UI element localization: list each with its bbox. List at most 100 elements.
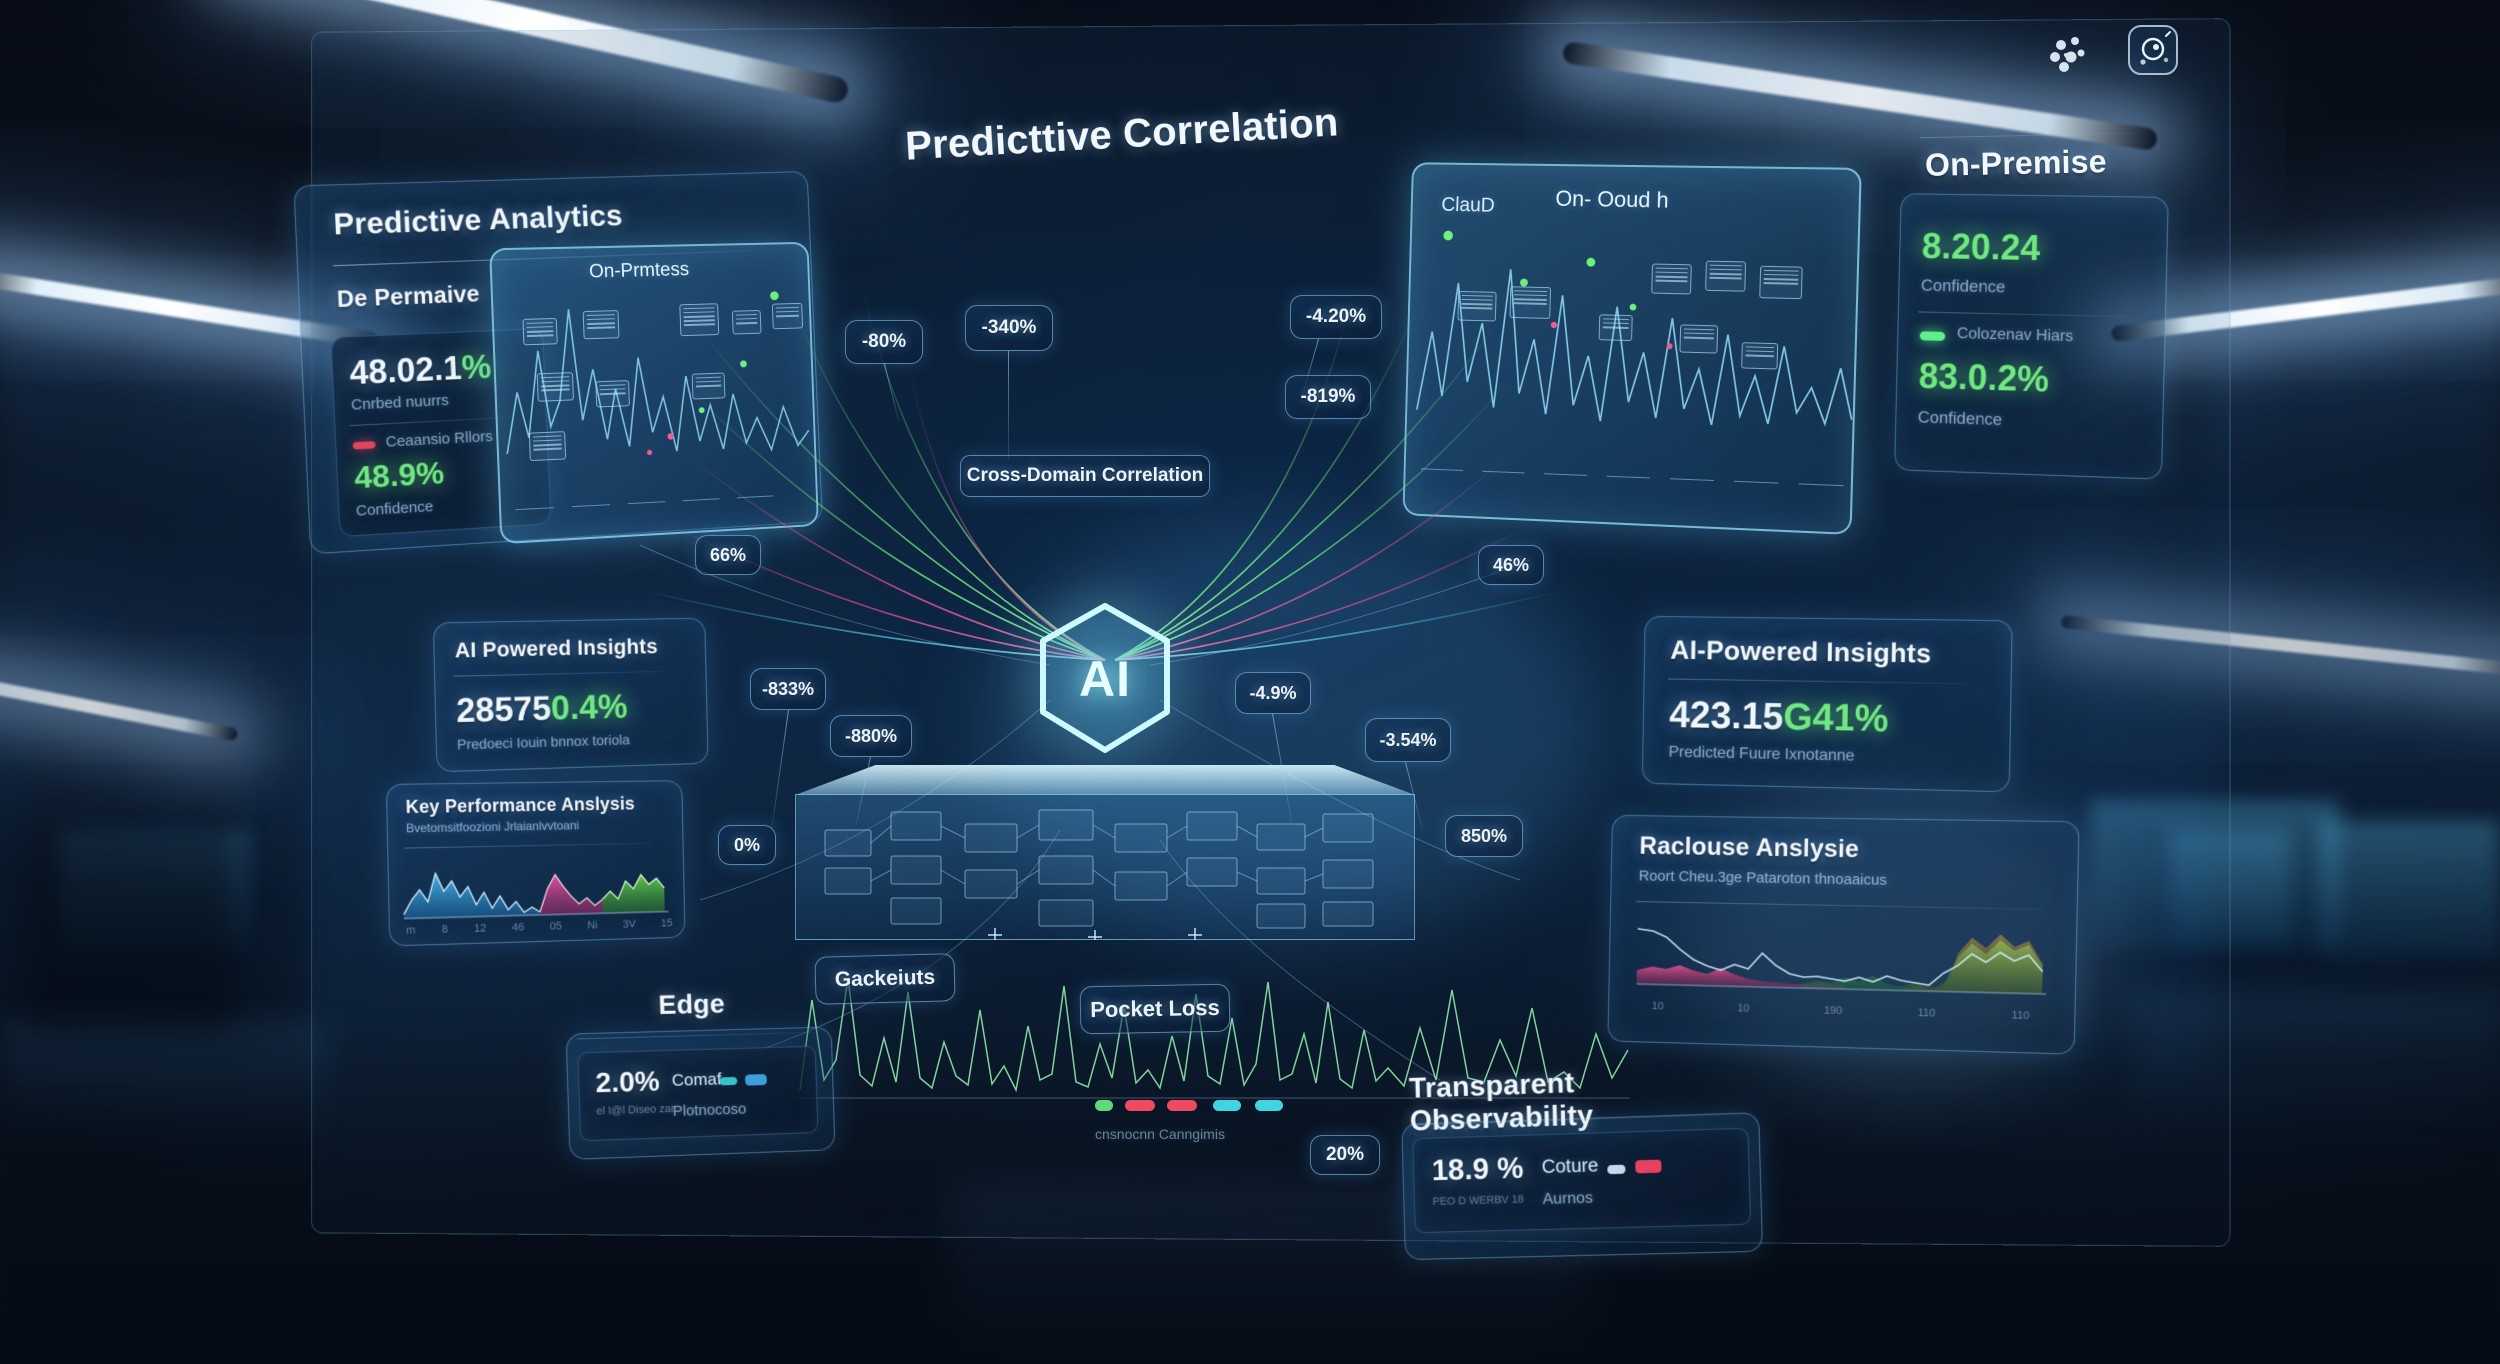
doc-node bbox=[1598, 314, 1633, 342]
on-premise-metric-2: 83.0.2% bbox=[1918, 355, 2050, 400]
pill-pct-11[interactable]: 850% bbox=[1445, 815, 1523, 857]
edge-col2: Plotnocoso bbox=[672, 1100, 747, 1120]
ai-insights-left-divider bbox=[453, 670, 662, 677]
ai-core-label: AI bbox=[1079, 651, 1131, 707]
cube-node-graph bbox=[824, 809, 1374, 940]
root-cause-subtitle: Roort Cheu.3ge Pataroton thnoaaicus bbox=[1638, 867, 1888, 889]
pill-pct-4[interactable]: 66% bbox=[695, 535, 761, 575]
metric-divider bbox=[349, 416, 513, 427]
pill-pct-8[interactable]: -4.9% bbox=[1235, 672, 1311, 714]
bg-chair bbox=[25, 700, 235, 1030]
observability-swatch-1 bbox=[1607, 1164, 1626, 1175]
pill-text: 66% bbox=[709, 544, 747, 565]
panel-ai-insights-right: AI-Powered Insights 423.15G41% Predicted… bbox=[1641, 615, 2013, 793]
pill-text: -819% bbox=[1300, 386, 1356, 407]
node-cluster-icon[interactable] bbox=[2045, 33, 2093, 77]
edge-inner-card: 2.0% el I@l Diseo zar Comaf Plotnocoso bbox=[577, 1045, 819, 1142]
label-gackeiuts[interactable]: Gackeiuts bbox=[814, 953, 956, 1005]
sparkline-legend: cnsnocnn Canngimis bbox=[1095, 1098, 1325, 1142]
transparent-observability-col2: Aurnos bbox=[1542, 1189, 1594, 1209]
edge-divider bbox=[576, 1031, 820, 1040]
label-pocket-loss[interactable]: Pocket Loss bbox=[1079, 983, 1231, 1035]
pill-pct-10[interactable]: 0% bbox=[718, 825, 776, 865]
tick: 15 bbox=[660, 917, 673, 930]
pill-text: -3.54% bbox=[1379, 729, 1437, 750]
doc-node bbox=[595, 380, 631, 408]
on-premise-label-1: Confidence bbox=[1920, 275, 2006, 297]
pill-pct-7[interactable]: -880% bbox=[830, 715, 912, 757]
cube-top-face bbox=[795, 765, 1415, 795]
panel-key-performance: Key Performance Anslysis Bvetomsitfoozio… bbox=[385, 780, 686, 947]
doc-node bbox=[731, 309, 762, 335]
legend-dot bbox=[1167, 1100, 1197, 1111]
predictive-analytics-section-label: De Permaive bbox=[336, 280, 481, 313]
bg-monitor-3 bbox=[2170, 830, 2290, 950]
transparent-observability-inner-card: 18.9 % PEO D WERBV 18 Coture Aurnos bbox=[1412, 1127, 1752, 1234]
pill-text: -880% bbox=[844, 725, 898, 746]
metric-value-2: 48.9% bbox=[353, 454, 445, 496]
on-premise-label-2: Confidence bbox=[1917, 407, 2003, 430]
bg-wall-right bbox=[2210, 280, 2500, 1080]
panel-on-premise: 8.20.24 Confidence Colozenav Hiars 83.0.… bbox=[1894, 193, 2169, 480]
pill-text: 0% bbox=[733, 834, 760, 855]
panel-edge: Edge 2.0% el I@l Diseo zar Comaf Plotnoc… bbox=[565, 988, 836, 1160]
doc-node bbox=[582, 310, 620, 340]
legend-dot bbox=[1255, 1100, 1283, 1111]
doc-node bbox=[1651, 263, 1692, 295]
legend-dot bbox=[1095, 1100, 1113, 1111]
on-premise-legend-swatch bbox=[1919, 331, 1946, 341]
settings-square-icon[interactable] bbox=[2125, 22, 2181, 78]
bg-monitor-1 bbox=[2090, 800, 2340, 950]
pill-pct-3[interactable]: -819% bbox=[1285, 375, 1371, 419]
edge-title: Edge bbox=[657, 988, 726, 1021]
on-premise-title: On-Premise bbox=[1924, 143, 2107, 183]
hexagon-icon bbox=[1040, 603, 1170, 753]
pill-pct-12[interactable]: 20% bbox=[1310, 1135, 1380, 1175]
ai-insights-right-label: Predicted Fuure Ixnotanne bbox=[1668, 743, 1855, 765]
transparent-observability-title: Transparent Observability bbox=[1408, 1067, 1594, 1138]
doc-node bbox=[536, 372, 574, 402]
metric-value-1: 48.02.1% bbox=[348, 347, 492, 392]
pill-pct-5[interactable]: 46% bbox=[1478, 545, 1544, 585]
pill-text: -833% bbox=[761, 678, 815, 699]
pill-text: -80% bbox=[861, 331, 907, 352]
pill-pct-9[interactable]: -3.54% bbox=[1365, 718, 1451, 762]
pill-pct-1[interactable]: -340% bbox=[965, 305, 1053, 351]
tick: 05 bbox=[549, 920, 563, 933]
legend-dot bbox=[1125, 1100, 1155, 1111]
tick: 10 bbox=[1651, 1000, 1664, 1013]
pill-pct-0[interactable]: -80% bbox=[845, 320, 923, 364]
on-premise-metric-1: 8.20.24 bbox=[1921, 225, 2041, 269]
transparent-observability-col1: Coture bbox=[1541, 1155, 1599, 1179]
tick: 8 bbox=[441, 923, 449, 936]
bg-monitor-2 bbox=[2320, 820, 2500, 960]
metric-legend-label: Ceaansio Rllors bbox=[385, 427, 494, 451]
key-performance-title: Key Performance Anslysis bbox=[405, 793, 636, 818]
key-performance-chart bbox=[388, 846, 686, 931]
tick: 10 bbox=[1737, 1002, 1750, 1015]
pill-pct-2[interactable]: -4.20% bbox=[1290, 295, 1382, 339]
transparent-observability-sublabel: PEO D WERBV 18 bbox=[1432, 1193, 1524, 1208]
doc-node bbox=[528, 431, 567, 462]
doc-node bbox=[1457, 290, 1497, 322]
pill-text: 850% bbox=[1460, 825, 1508, 846]
tick: 110 bbox=[1917, 1007, 1936, 1020]
label-text: Pocket Loss bbox=[1089, 994, 1220, 1023]
key-performance-subtitle: Bvetomsitfoozioni Jrlaianlvvtoani bbox=[405, 818, 580, 836]
pill-text: 20% bbox=[1325, 1144, 1365, 1165]
label-cross-domain-correlation[interactable]: Cross-Domain Correlation bbox=[960, 455, 1210, 497]
edge-swatch-2 bbox=[744, 1074, 767, 1086]
pill-leader bbox=[1008, 351, 1009, 461]
viz-pane-cloud: ClauD On- Ooud h bbox=[1402, 162, 1862, 535]
ai-insights-left-label: Predoeci Iouin bnnox toriola bbox=[456, 731, 631, 753]
doc-node bbox=[1705, 260, 1747, 292]
ai-core-node[interactable]: AI bbox=[1035, 600, 1175, 758]
legend-dot-row bbox=[1095, 1098, 1325, 1114]
legend-dot bbox=[1213, 1100, 1241, 1111]
tick: 3V bbox=[622, 918, 636, 931]
tick: 110 bbox=[2011, 1009, 2030, 1022]
pill-pct-6[interactable]: -833% bbox=[750, 668, 826, 710]
transparent-observability-value: 18.9 % bbox=[1431, 1151, 1524, 1188]
observability-swatch-2 bbox=[1635, 1159, 1662, 1174]
ai-insights-right-divider bbox=[1667, 678, 1966, 685]
